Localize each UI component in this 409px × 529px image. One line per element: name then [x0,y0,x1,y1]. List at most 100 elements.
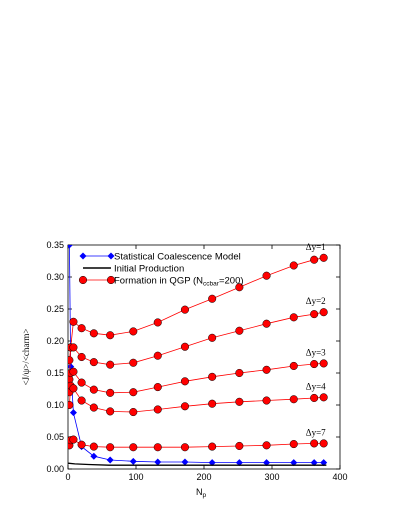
data-point [181,458,189,466]
data-point [129,327,138,336]
data-point [263,459,271,467]
data-point [235,441,244,451]
data-point [153,443,162,452]
data-point [310,459,318,467]
y-tick-label: 0.35 [46,240,64,250]
data-point [106,331,115,340]
series-initial [68,462,327,466]
series-line [69,363,324,394]
series-qgp_dy7 [68,435,328,452]
y-axis-label: <J/ψ>/<charm> [21,329,31,386]
data-point [289,395,298,404]
data-point [290,459,298,467]
data-point [319,393,328,402]
series-qgp_dy2 [68,308,328,384]
y-tick-label: 0.15 [46,368,64,378]
plot-area [68,245,328,467]
data-point [89,329,98,338]
x-tick-label: 400 [332,472,347,482]
data-point [319,439,328,448]
data-point [154,458,162,466]
series-line [69,384,324,413]
series-qgp_dy1 [68,253,328,365]
y-tick-label: 0.00 [46,464,64,474]
data-point [180,377,190,386]
data-point [129,457,137,465]
data-point [310,255,319,264]
legend-label: Statistical Coalescence Model [114,252,241,263]
data-point [69,435,78,444]
data-point [208,333,217,342]
data-point [208,294,217,303]
data-point [79,252,87,260]
legend-entry-statistical: Statistical Coalescence Model [79,252,241,263]
data-point [153,383,162,392]
data-point [89,358,98,367]
data-point [180,305,190,314]
data-point [106,443,115,452]
data-point [320,459,328,467]
data-point [77,440,86,449]
data-point [78,275,88,285]
data-point [89,403,98,412]
y-tick-label: 0.20 [46,336,64,346]
data-point [69,343,78,352]
data-point [235,459,243,467]
data-point [208,459,216,467]
x-axis-label: Np [196,487,207,499]
data-point [235,326,244,335]
x-tick-label: 300 [264,472,279,482]
data-point [235,368,244,378]
data-point [106,407,115,416]
series-label: Δy=4 [306,381,326,391]
data-point [77,396,86,405]
data-point [77,352,86,362]
series-label: Δy=1 [306,242,326,252]
legend-entry-qgp: Formation in QGP (Nccbar=200) [78,275,244,288]
data-point [208,399,217,408]
data-point [77,324,86,333]
series-line [69,257,324,361]
data-point [69,384,78,393]
data-point [89,442,98,451]
data-point [180,342,190,351]
legend-label: Initial Production [114,264,184,275]
data-point [262,319,271,328]
data-point [89,385,98,394]
y-tick-label: 0.05 [46,432,64,442]
data-point [68,356,74,365]
data-point [262,365,271,374]
x-axis-label-sub: p [202,492,206,499]
series-label: Δy=2 [306,296,326,306]
x-tick-label: 0 [65,472,70,482]
legend-label-main: Formation in QGP (N [114,276,203,287]
data-point [319,253,328,262]
legend-label: Formation in QGP (Nccbar=200) [114,276,244,288]
data-point [68,245,73,249]
series-label: Δy=3 [306,347,326,357]
y-tick-label: 0.25 [46,304,64,314]
x-tick-label: 200 [196,472,211,482]
data-point [129,358,138,367]
data-point [180,402,190,411]
data-point [208,442,217,451]
data-point [69,317,78,326]
legend-label-tail: =200) [219,276,244,287]
series-label: Δy=7 [306,427,326,437]
data-point [310,359,319,369]
x-axis-label-main: N [196,487,203,497]
data-point [129,443,138,452]
data-point [289,439,298,449]
data-point [77,378,86,387]
legend-entry-initial: Initial Production [83,264,184,275]
data-point [310,393,319,403]
data-point [319,359,328,368]
y-tick-label: 0.10 [46,400,64,410]
data-point [153,318,162,327]
data-point [90,452,98,460]
data-point [235,397,244,406]
data-point [289,261,298,270]
data-point [129,407,138,417]
data-point [153,351,162,360]
data-point [289,313,298,322]
